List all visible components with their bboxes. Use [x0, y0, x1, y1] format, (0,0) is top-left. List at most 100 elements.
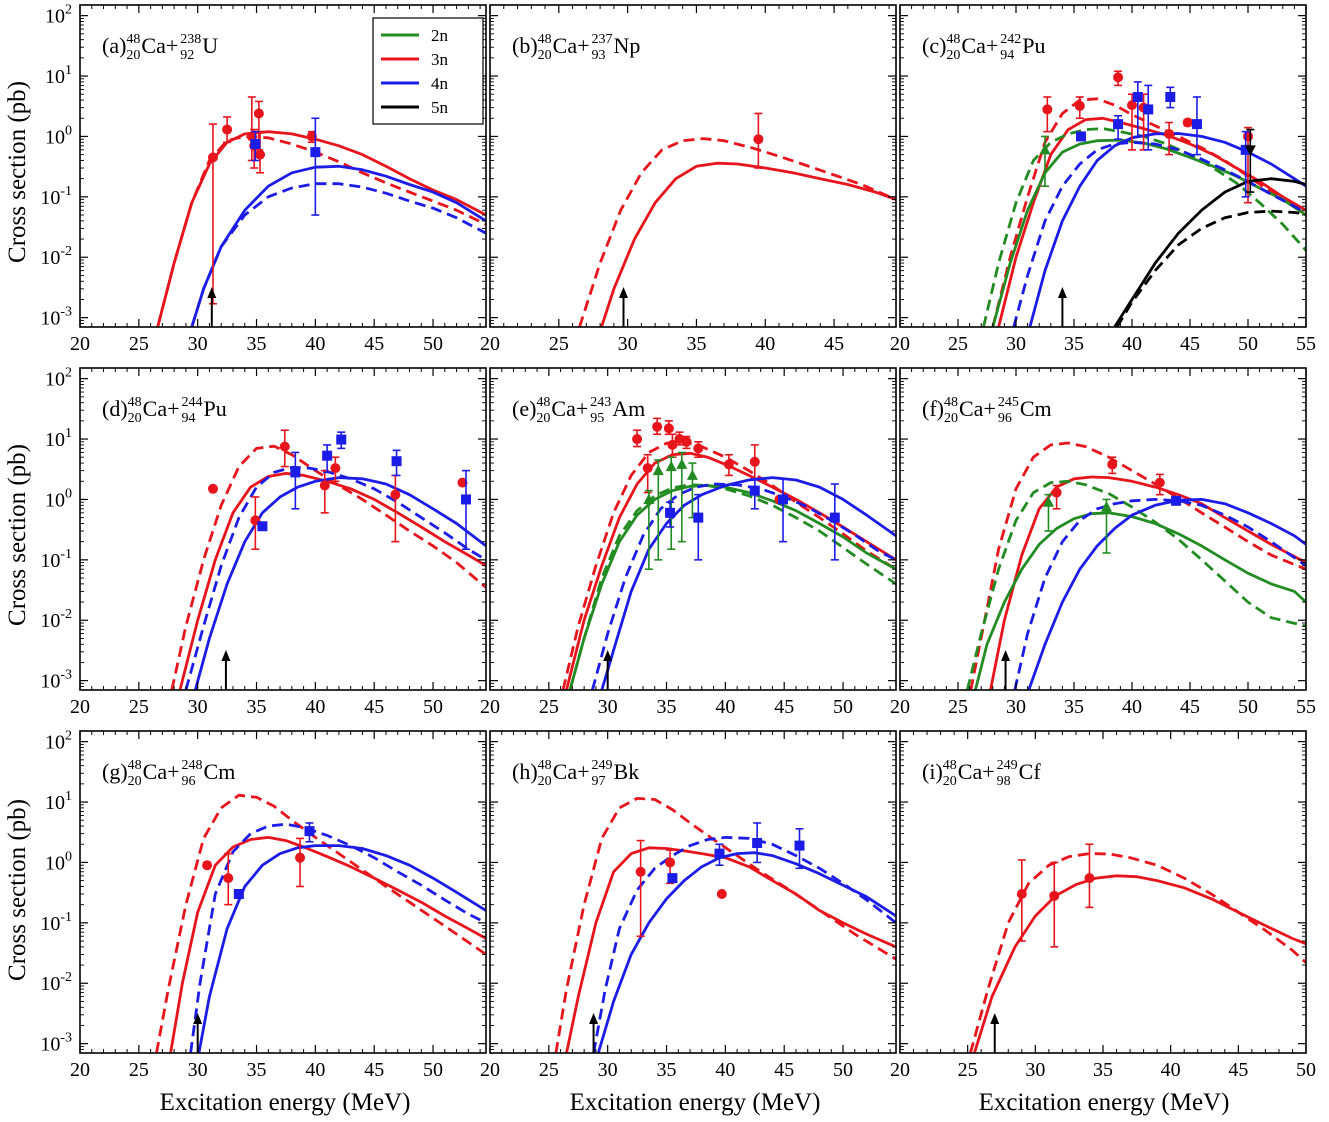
- x-tick-label: 45: [774, 1059, 794, 1081]
- data-point-4n: [829, 483, 840, 561]
- plot-area-i: [969, 843, 1306, 1053]
- marker-circle: [1154, 477, 1165, 488]
- curve-2n-dashed-c: [982, 127, 1306, 327]
- marker-circle: [632, 434, 643, 445]
- marker-square: [304, 826, 315, 837]
- x-tick-label: 30: [1006, 696, 1026, 718]
- data-point-3n: [1051, 484, 1062, 510]
- x-tick-label: 25: [549, 333, 569, 355]
- target-mass-number: 237: [592, 32, 613, 47]
- curve-3n-solid-h: [565, 846, 896, 1053]
- y-tick-label: 10-1: [40, 184, 72, 209]
- marker-circle: [255, 149, 266, 160]
- data-point-3n: [642, 453, 653, 494]
- data-point-3n: [1049, 861, 1060, 948]
- target-atomic-number: 92: [180, 48, 194, 63]
- marker-circle: [319, 480, 330, 491]
- curve-4n-dashed-a: [190, 182, 486, 327]
- target-atomic-number: 95: [590, 411, 604, 426]
- marker-triangle: [1042, 496, 1054, 507]
- marker-square: [1132, 91, 1143, 102]
- projectile-mass-number: 48: [944, 395, 958, 410]
- marker-square: [1143, 104, 1154, 115]
- x-axis-title-col-3: Excitation energy (MeV): [979, 1089, 1230, 1116]
- marker-circle: [1042, 104, 1053, 115]
- marker-square: [667, 873, 678, 884]
- target-atomic-number: 96: [182, 774, 196, 789]
- projectile-atomic-number: 20: [126, 48, 140, 63]
- plot-area-h: [554, 797, 896, 1053]
- x-tick-label: 20: [480, 1059, 500, 1081]
- marker-square: [665, 507, 676, 518]
- projectile-atomic-number: 20: [128, 774, 142, 789]
- marker-circle: [1074, 100, 1085, 111]
- curve-3n-solid-f: [989, 475, 1306, 690]
- data-point-3n: [716, 889, 727, 900]
- x-tick-label: 55: [1296, 696, 1316, 718]
- legend: 2n 3n 4n 5n: [372, 17, 484, 125]
- projectile-symbol: Ca: [958, 759, 983, 784]
- y-tick-label: 10-3: [40, 668, 72, 693]
- panel-frame-h: [489, 730, 897, 1054]
- data-point-3n: [1154, 473, 1165, 496]
- data-point-3n: [632, 429, 643, 448]
- marker-triangle: [676, 458, 688, 469]
- marker-circle: [223, 873, 234, 884]
- x-tick-label: 30: [188, 1059, 208, 1081]
- data-point-3n: [1113, 70, 1124, 87]
- data-point-3n: [1084, 843, 1095, 909]
- y-tick-label: 101: [45, 63, 72, 88]
- threshold-arrow-head: [603, 650, 613, 661]
- data-point-4n: [778, 477, 789, 543]
- marker-circle: [1049, 890, 1060, 901]
- x-tick-label: 40: [715, 1059, 735, 1081]
- data-point-3n: [306, 130, 317, 144]
- x-tick-label: 40: [755, 333, 775, 355]
- target-symbol: Pu: [1022, 33, 1045, 58]
- curve-3n-solid-d: [178, 472, 486, 690]
- projectile-symbol: Ca: [553, 33, 578, 58]
- x-tick-label: 50: [423, 333, 443, 355]
- curve-3n-dashed-a: [156, 135, 486, 327]
- data-point-2n: [1039, 135, 1051, 188]
- y-tick-label: 10-3: [40, 305, 72, 330]
- target-symbol: Np: [614, 33, 641, 58]
- x-tick-label: 25: [539, 696, 559, 718]
- x-tick-label: 20: [480, 696, 500, 718]
- marker-triangle: [665, 460, 677, 472]
- curve-3n-solid-b: [600, 161, 896, 327]
- threshold-arrow-head: [207, 287, 217, 298]
- marker-square: [233, 889, 244, 900]
- data-point-4n: [794, 828, 805, 870]
- marker-circle: [667, 439, 678, 450]
- plot-area-a: [156, 96, 486, 327]
- x-tick-label: 50: [423, 1059, 443, 1081]
- target-mass-number: 243: [590, 395, 611, 410]
- curve-4n-dashed-f: [1013, 498, 1306, 690]
- curve-4n-dashed-d: [184, 465, 486, 690]
- marker-square: [794, 840, 805, 851]
- projectile-mass-number: 48: [128, 395, 142, 410]
- marker-circle: [1016, 889, 1027, 900]
- data-point-3n: [1164, 121, 1175, 156]
- data-point-4n: [233, 889, 244, 900]
- data-point-4n: [1143, 84, 1154, 151]
- panels-layer: 20 25 30 35 40 45 50 10-3 10-2 10-1 100 101 102 (a) 4…: [40, 3, 1316, 1081]
- projectile-mass-number: 48: [536, 395, 550, 410]
- data-point-4n: [322, 444, 333, 474]
- projectile-atomic-number: 20: [538, 774, 552, 789]
- marker-square: [714, 848, 725, 859]
- threshold-arrow-head: [1057, 287, 1067, 298]
- curve-3n-dashed-b: [578, 137, 896, 327]
- y-tick-label: 100: [45, 486, 72, 511]
- data-point-2n: [676, 451, 688, 543]
- data-point-4n: [693, 493, 704, 561]
- x-tick-label: 30: [618, 333, 638, 355]
- panel-title-prefix: (b): [512, 33, 538, 58]
